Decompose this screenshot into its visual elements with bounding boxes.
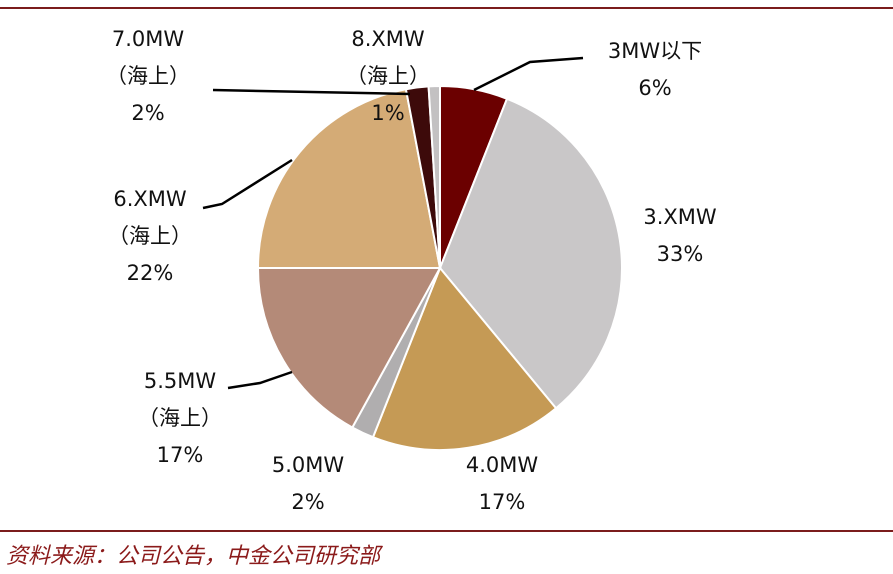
slice-name-label-4: 5.5MW	[144, 369, 217, 393]
slice-name-label-2: 4.0MW	[466, 453, 539, 477]
slice-name-label-1: 3.XMW	[643, 205, 717, 229]
pie-slice-2	[371, 266, 558, 451]
slice-percent-label-2: 17%	[479, 490, 526, 514]
leader-line-5	[202, 158, 293, 210]
slice-percent-label-0: 6%	[638, 76, 671, 100]
slice-percent-label-5: 22%	[127, 261, 174, 285]
pie-slice-4	[256, 267, 442, 429]
slice-name-label-7: （海上）	[346, 64, 430, 88]
slice-name-label-7: 8.XMW	[351, 27, 425, 51]
slice-name-label-4: （海上）	[138, 406, 222, 430]
slice-percent-label-1: 33%	[657, 242, 704, 266]
bottom-rule	[0, 530, 893, 532]
slice-name-label-3: 5.0MW	[272, 453, 345, 477]
leader-line-4	[227, 370, 293, 390]
slice-name-label-6: 7.0MW	[112, 27, 185, 51]
slice-percent-label-7: 1%	[371, 101, 404, 125]
slice-percent-label-3: 2%	[291, 490, 324, 514]
pie-slice-5	[256, 88, 442, 269]
slice-name-label-5: 6.XMW	[113, 187, 187, 211]
slice-name-label-6: （海上）	[106, 64, 190, 88]
slice-percent-label-4: 17%	[157, 443, 204, 467]
leader-line-0	[473, 56, 584, 92]
pie-slice-7	[427, 84, 441, 269]
leader-line-6	[212, 88, 411, 96]
slice-name-label-5: （海上）	[108, 224, 192, 248]
pie-slice-1	[438, 97, 623, 410]
slice-name-label-0: 3MW以下	[608, 39, 702, 63]
slice-percent-label-6: 2%	[131, 101, 164, 125]
top-rule	[0, 7, 893, 9]
source-note: 资料来源：公司公告，中金公司研究部	[6, 544, 381, 569]
